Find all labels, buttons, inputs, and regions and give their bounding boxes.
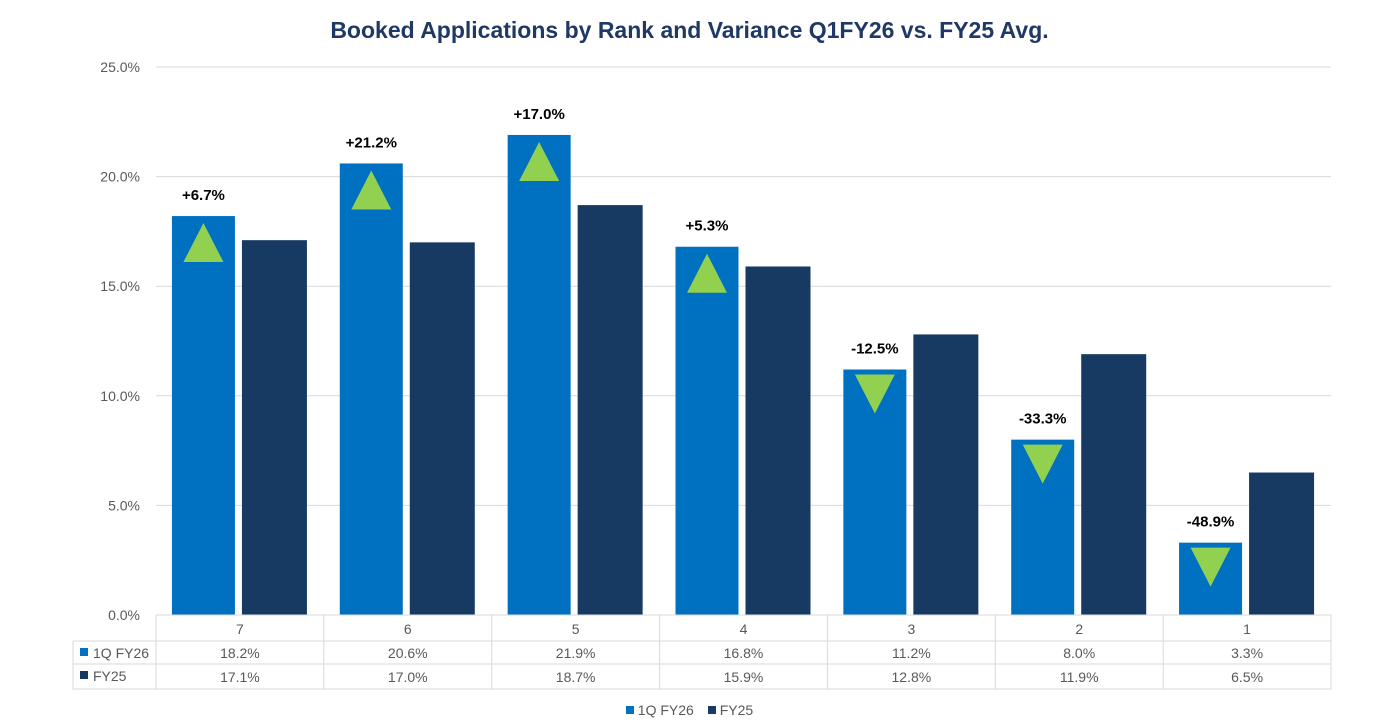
- table-cell-1q-fy26: 16.8%: [724, 645, 764, 661]
- variance-up-arrow-icon: [519, 141, 560, 181]
- legend-item-fy25: FY25: [707, 702, 754, 718]
- variance-label: -33.3%: [1019, 411, 1067, 428]
- legend-label: FY25: [719, 702, 754, 718]
- bar-fy25: [1249, 472, 1315, 615]
- variance-up-arrow-icon: [351, 170, 392, 210]
- x-category-label: 2: [1075, 621, 1083, 637]
- table-cell-1q-fy26: 11.2%: [892, 645, 931, 661]
- bar-fy25: [241, 240, 307, 615]
- table-cell-1q-fy26: 3.3%: [1231, 645, 1263, 661]
- x-category-label: 3: [907, 621, 915, 637]
- variance-down-arrow-icon: [854, 374, 895, 414]
- variance-down-arrow-icon: [1022, 444, 1063, 484]
- table-row-header: 1Q FY26: [93, 645, 149, 661]
- y-tick-label: 20.0%: [100, 169, 140, 185]
- table-cell-fy25: 11.9%: [1060, 669, 1099, 685]
- chart-title: Booked Applications by Rank and Variance…: [330, 17, 1049, 43]
- variance-label: +6.7%: [182, 187, 225, 204]
- table-cell-1q-fy26: 21.9%: [556, 645, 596, 661]
- table-cell-fy25: 17.0%: [388, 669, 428, 685]
- variance-up-arrow-icon: [687, 253, 727, 293]
- table-cell-fy25: 17.1%: [220, 669, 260, 685]
- table-cell-1q-fy26: 8.0%: [1063, 645, 1095, 661]
- legend-label: 1Q FY26: [637, 702, 694, 718]
- bar-fy25: [1081, 354, 1147, 615]
- bar-1q-fy26: [171, 216, 235, 615]
- bar-fy25: [745, 266, 811, 615]
- x-category-label: 7: [236, 621, 244, 637]
- x-category-label: 4: [740, 621, 748, 637]
- bar-1q-fy26: [507, 134, 571, 615]
- table-cell-1q-fy26: 18.2%: [220, 645, 260, 661]
- y-tick-label: 5.0%: [108, 497, 140, 513]
- bar-fy25: [913, 334, 979, 615]
- legend: 1Q FY26 FY25: [0, 701, 1379, 718]
- table-row-header: FY25: [93, 668, 127, 684]
- y-tick-label: 25.0%: [100, 59, 140, 75]
- bar-fy25: [409, 242, 475, 616]
- y-tick-label: 15.0%: [100, 278, 140, 294]
- legend-swatch: [707, 706, 716, 714]
- bar-1q-fy26: [339, 163, 403, 615]
- variance-label: +21.2%: [346, 134, 397, 151]
- legend-item-1q-fy26: 1Q FY26: [625, 702, 694, 718]
- variance-label: +5.3%: [686, 218, 729, 235]
- legend-swatch: [625, 706, 634, 714]
- bar-fy25: [577, 205, 643, 615]
- table-cell-fy25: 12.8%: [892, 669, 932, 685]
- table-legend-swatch: [80, 648, 88, 656]
- variance-down-arrow-icon: [1190, 547, 1231, 587]
- y-tick-label: 0.0%: [108, 607, 140, 623]
- x-category-label: 5: [572, 621, 580, 637]
- x-category-label: 6: [404, 621, 412, 637]
- y-tick-label: 10.0%: [100, 388, 140, 404]
- variance-label: -48.9%: [1187, 514, 1235, 531]
- bar-1q-fy26: [675, 246, 739, 615]
- variance-up-arrow-icon: [183, 223, 224, 263]
- table-cell-fy25: 15.9%: [724, 669, 764, 685]
- x-category-label: 1: [1243, 621, 1251, 637]
- variance-label: +17.0%: [513, 106, 564, 123]
- table-cell-fy25: 18.7%: [556, 669, 596, 685]
- table-cell-1q-fy26: 20.6%: [388, 645, 428, 661]
- table-cell-fy25: 6.5%: [1231, 669, 1263, 685]
- variance-label: -12.5%: [851, 340, 899, 357]
- table-legend-swatch: [80, 671, 88, 679]
